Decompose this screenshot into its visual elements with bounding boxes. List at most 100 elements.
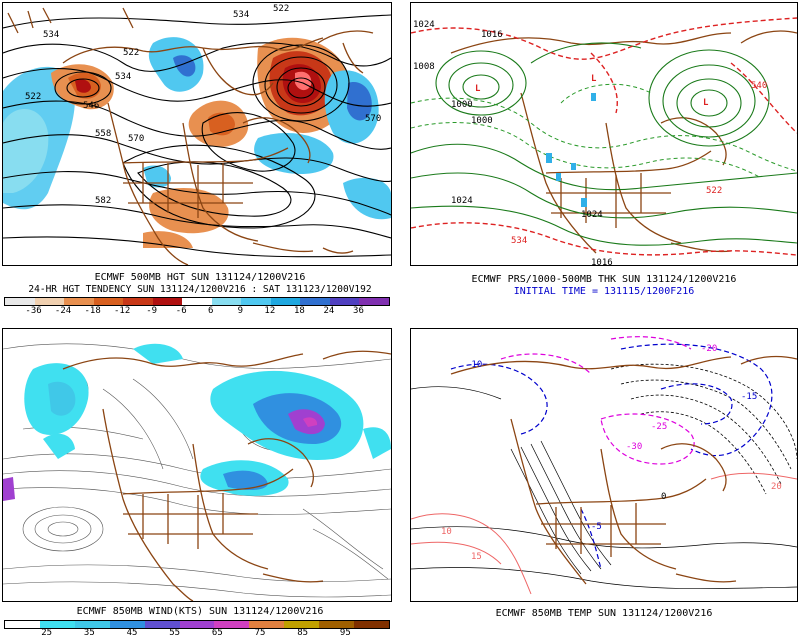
colorbar-swatch: [319, 621, 355, 628]
contour-label: 1000: [451, 100, 473, 110]
colorbar-tick-label: 6: [208, 306, 214, 316]
map-wind-svg: [3, 343, 391, 601]
low-markers: L L L: [475, 74, 709, 108]
map-temp-svg: -10 -20 -30 -15 -25 0 10 -5 20 15: [411, 336, 797, 595]
caption-prs-title: ECMWF PRS/1000-500MB THK SUN 131124/1200…: [471, 274, 737, 285]
contour-label: -15: [741, 392, 757, 402]
colorbar-tick-label: 85: [297, 628, 309, 638]
contour-label: 1024: [413, 20, 435, 30]
temp-blue-contours: [450, 343, 773, 570]
colorbar-wind: [4, 620, 390, 629]
pressure-contours: [411, 42, 797, 246]
contour-label: -25: [651, 422, 667, 432]
svg-text:L: L: [475, 84, 481, 94]
coastlines: [450, 355, 797, 585]
contour-label: 10: [441, 527, 452, 537]
panel-850mb-wind: ECMWF 850MB WIND(KTS) SUN 131124/1200V21…: [0, 326, 400, 640]
thickness-red-dashed: [411, 17, 797, 256]
colorbar-tick-label: -24: [54, 306, 72, 316]
colorbar-swatch: [182, 298, 212, 305]
colorbar-swatch: [39, 621, 75, 628]
contour-label: 540: [751, 81, 767, 91]
colorbar-tendency-labels: -36 -24 -18 -12 -9 -6 6 9 12 18 24 36: [4, 306, 388, 318]
colorbar-swatch: [152, 298, 183, 305]
colorbar-tick-label: 35: [83, 628, 95, 638]
caption-850mb-temp: ECMWF 850MB TEMP SUN 131124/1200V216: [495, 608, 713, 619]
colorbar-swatch: [241, 298, 271, 305]
contour-label: 546: [83, 101, 99, 111]
colorbar-swatch: [74, 621, 110, 628]
contour-label: 20: [771, 482, 782, 492]
coastlines: [7, 7, 374, 265]
colorbar-tick-label: -18: [84, 306, 101, 316]
map-500mb: 534 522 534 522 534 546 522 558 570 570 …: [2, 2, 392, 266]
contour-label: 1016: [481, 30, 503, 40]
panel-500mb-height: 534 522 534 522 534 546 522 558 570 570 …: [0, 0, 400, 320]
colorbar-tick-label: 45: [126, 628, 138, 638]
colorbar-tick-label: 55: [169, 628, 181, 638]
colorbar-swatch: [93, 298, 124, 305]
colorbar-tick-label: -6: [175, 306, 187, 316]
contour-labels: -10 -20 -30 -15 -25 0 10 -5 20 15: [441, 344, 782, 562]
colorbar-swatch: [5, 621, 40, 628]
contour-label: 558: [95, 129, 111, 139]
colorbar-tick-label: -12: [114, 306, 131, 316]
colorbar-tick-label: 95: [339, 628, 351, 638]
panel-pressure-thickness: L L L 1024 1016 1008 1000 1000 1024 1024…: [408, 0, 800, 320]
temp-magenta-contours: [500, 336, 695, 465]
contour-label: -10: [466, 360, 482, 370]
colorbar-swatch: [249, 621, 285, 628]
colorbar-tick-label: -9: [146, 306, 158, 316]
caption-500mb-tendency: 24-HR HGT TENDENCY SUN 131124/1200V216 :…: [28, 284, 372, 295]
colorbar-swatch: [5, 298, 35, 305]
colorbar-swatch: [359, 298, 389, 305]
contour-label: 1016: [591, 258, 613, 265]
colorbar-swatch: [214, 621, 250, 628]
map-850mb-temp: -10 -20 -30 -15 -25 0 10 -5 20 15: [410, 328, 798, 602]
precip-markers: [546, 93, 596, 207]
contour-label: 1000: [471, 116, 493, 126]
svg-text:L: L: [591, 74, 597, 84]
temp-black-contours: [610, 363, 797, 495]
contour-label: 534: [233, 10, 249, 20]
caption-850mb-wind: ECMWF 850MB WIND(KTS) SUN 131124/1200V21…: [76, 606, 324, 617]
contour-label: -30: [626, 442, 642, 452]
thickness-green-dashed: [411, 83, 797, 179]
contour-label: 1024: [451, 196, 473, 206]
contour-label: 522: [123, 48, 139, 58]
colorbar-tick-label: 75: [254, 628, 266, 638]
colorbar-tick-label: 65: [211, 628, 223, 638]
map-500mb-svg: 534 522 534 522 534 546 522 558 570 570 …: [3, 4, 391, 265]
contour-label: 1024: [581, 210, 603, 220]
map-pressure-thickness: L L L 1024 1016 1008 1000 1000 1024 1024…: [410, 2, 798, 266]
map-850mb-wind: [2, 328, 392, 602]
contour-label: 522: [25, 92, 41, 102]
panel-850mb-temp: -10 -20 -30 -15 -25 0 10 -5 20 15 ECMWF …: [408, 326, 800, 640]
contour-label: 15: [471, 552, 482, 562]
colorbar-swatch: [109, 621, 145, 628]
contour-label: 534: [115, 72, 131, 82]
contour-label: -5: [591, 522, 602, 532]
colorbar-tick-label: 24: [323, 306, 335, 316]
streamlines: [3, 343, 391, 598]
coastlines: [450, 30, 797, 254]
colorbar-tick-label: 25: [41, 628, 53, 638]
contour-label: 582: [95, 196, 111, 206]
colorbar-swatch: [284, 621, 320, 628]
colorbar-swatch: [144, 621, 180, 628]
contour-label: -20: [701, 344, 717, 354]
contour-labels: 534 522 534 522 534 546 522 558 570 570 …: [25, 4, 381, 206]
contour-labels: 1024 1016 1008 1000 1000 1024 1024 1016 …: [413, 20, 767, 265]
svg-text:L: L: [703, 98, 709, 108]
colorbar-swatch: [179, 621, 215, 628]
contour-label: 522: [273, 4, 289, 14]
map-prs-svg: L L L 1024 1016 1008 1000 1000 1024 1024…: [411, 17, 797, 265]
colorbar-tick-label: 18: [293, 306, 305, 316]
colorbar-swatch: [329, 298, 360, 305]
colorbar-swatch: [211, 298, 242, 305]
coastlines: [62, 350, 391, 601]
colorbar-swatch: [34, 298, 65, 305]
contour-label: 522: [706, 186, 722, 196]
tendency-shading: [3, 37, 391, 248]
colorbar-swatch: [270, 298, 301, 305]
